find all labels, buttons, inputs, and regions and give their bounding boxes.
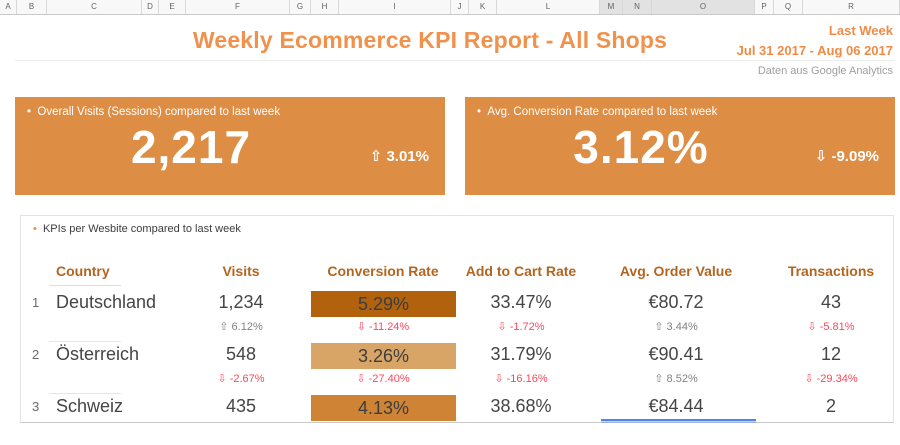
column-header-conversion-rate: Conversion Rate	[327, 263, 439, 279]
column-header-O[interactable]: O	[652, 0, 755, 14]
kpi-card-visits[interactable]: Overall Visits (Sessions) compared to la…	[15, 97, 445, 195]
column-header-M[interactable]: M	[600, 0, 623, 14]
bullet-icon	[33, 223, 43, 235]
row-index: 2	[32, 347, 40, 362]
row-index: 1	[32, 295, 40, 310]
avg-order-value-delta: ⇧ 3.44%	[654, 321, 698, 333]
visits-delta: ⇧ 6.12%	[219, 321, 263, 333]
add-to-cart-delta: ⇩ -16.16%	[494, 373, 548, 385]
transactions-delta: ⇩ -29.34%	[804, 373, 858, 385]
report-period: Last Week Jul 31 2017 - Aug 06 2017	[737, 21, 893, 61]
kpi-delta-up: ⇧ 3.01%	[369, 148, 429, 165]
column-header-P[interactable]: P	[755, 0, 774, 14]
visits-cell[interactable]: 548	[225, 344, 257, 364]
column-header-Q[interactable]: Q	[774, 0, 803, 14]
column-header-A[interactable]: A	[0, 0, 17, 14]
avg-order-value-delta: ⇧ 8.52%	[654, 373, 698, 385]
page-title: Weekly Ecommerce KPI Report - All Shops	[192, 27, 668, 53]
country-cell[interactable]: Deutschland	[56, 292, 157, 312]
column-header-visits: Visits	[222, 263, 260, 279]
section-label: KPIs per Wesbite compared to last week	[33, 223, 241, 235]
kpi-table-section: KPIs per Wesbite compared to last week C…	[20, 215, 894, 423]
column-header-transactions: Transactions	[787, 263, 875, 279]
column-header-N[interactable]: N	[623, 0, 652, 14]
column-header-G[interactable]: G	[290, 0, 311, 14]
column-header-E[interactable]: E	[159, 0, 186, 14]
transactions-cell[interactable]: 43	[820, 292, 842, 312]
column-header-K[interactable]: K	[469, 0, 497, 14]
row-index: 3	[32, 399, 40, 414]
column-header-avg-order-value: Avg. Order Value	[619, 263, 733, 279]
column-header-L[interactable]: L	[497, 0, 600, 14]
table-row-deutschland: 1 Deutschland 1,234 5.29% 33.47% €80.72 …	[21, 289, 893, 341]
country-cell[interactable]: Österreich	[56, 344, 140, 364]
column-header-C[interactable]: C	[47, 0, 142, 14]
row-separator	[49, 341, 121, 342]
column-header-I[interactable]: I	[339, 0, 451, 14]
column-header-F[interactable]: F	[186, 0, 290, 14]
add-to-cart-cell[interactable]: 33.47%	[490, 292, 552, 312]
column-header-country: Country	[56, 263, 110, 279]
conversion-rate-cell[interactable]: 5.29%	[311, 291, 456, 317]
kpi-value: 3.12%	[573, 121, 709, 173]
period-label: Last Week	[828, 23, 893, 38]
column-header-J[interactable]: J	[451, 0, 469, 14]
conversion-rate-cell[interactable]: 4.13%	[311, 395, 456, 421]
conversion-delta: ⇩ -11.24%	[356, 321, 410, 333]
conversion-rate-cell[interactable]: 3.26%	[311, 343, 456, 369]
column-header-D[interactable]: D	[142, 0, 159, 14]
data-source-note: Daten aus Google Analytics	[757, 65, 893, 77]
header-underline	[49, 285, 121, 286]
add-to-cart-cell[interactable]: 38.68%	[490, 396, 552, 416]
add-to-cart-cell[interactable]: 31.79%	[490, 344, 552, 364]
selected-cell-border[interactable]	[601, 419, 756, 421]
kpi-value: 2,217	[130, 121, 252, 173]
column-header-add-to-cart-rate: Add to Cart Rate	[465, 263, 577, 279]
row-separator	[49, 393, 121, 394]
period-range: Jul 31 2017 - Aug 06 2017	[736, 43, 893, 58]
kpi-label: Overall Visits (Sessions) compared to la…	[27, 106, 280, 118]
country-cell[interactable]: Schweiz	[56, 396, 124, 416]
kpi-card-conversion-rate[interactable]: Avg. Conversion Rate compared to last we…	[465, 97, 895, 195]
visits-delta: ⇩ -2.67%	[217, 373, 265, 385]
table-row-schweiz: 3 Schweiz 435 4.13% 38.68% €84.44 2	[21, 393, 893, 445]
bullet-icon	[477, 106, 487, 118]
add-to-cart-delta: ⇩ -1.72%	[497, 321, 545, 333]
avg-order-value-cell[interactable]: €90.41	[648, 344, 704, 364]
column-header-B[interactable]: B	[17, 0, 47, 14]
transactions-cell[interactable]: 2	[825, 396, 836, 416]
conversion-delta: ⇩ -27.40%	[356, 373, 410, 385]
header-divider	[15, 60, 895, 61]
avg-order-value-cell[interactable]: €80.72	[648, 292, 704, 312]
kpi-label: Avg. Conversion Rate compared to last we…	[477, 106, 717, 118]
table-row-oesterreich: 2 Österreich 548 3.26% 31.79% €90.41 12 …	[21, 341, 893, 393]
column-header-R[interactable]: R	[803, 0, 900, 14]
transactions-delta: ⇩ -5.81%	[807, 321, 855, 333]
kpi-delta-down: ⇩ -9.09%	[814, 148, 879, 165]
column-header-H[interactable]: H	[311, 0, 339, 14]
transactions-cell[interactable]: 12	[820, 344, 842, 364]
visits-cell[interactable]: 1,234	[218, 292, 264, 312]
visits-cell[interactable]: 435	[225, 396, 257, 416]
avg-order-value-cell[interactable]: €84.44	[648, 396, 704, 416]
bullet-icon	[27, 106, 37, 118]
